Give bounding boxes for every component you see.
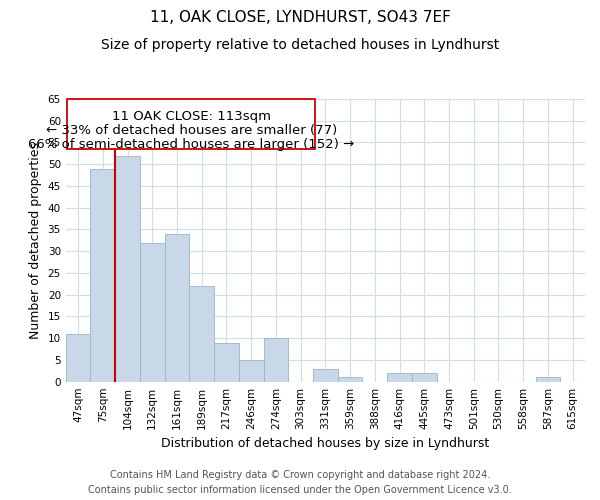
Bar [190,286,214,382]
Bar [412,373,437,382]
Text: 11 OAK CLOSE: 113sqm: 11 OAK CLOSE: 113sqm [112,110,271,123]
Bar [214,342,239,382]
Bar [263,338,288,382]
Bar [66,334,91,382]
Bar [91,168,115,382]
Bar [313,368,338,382]
Bar [115,156,140,382]
Bar [140,242,164,382]
Text: 11, OAK CLOSE, LYNDHURST, SO43 7EF: 11, OAK CLOSE, LYNDHURST, SO43 7EF [149,10,451,25]
Text: 66% of semi-detached houses are larger (152) →: 66% of semi-detached houses are larger (… [28,138,355,151]
Text: Size of property relative to detached houses in Lyndhurst: Size of property relative to detached ho… [101,38,499,52]
Y-axis label: Number of detached properties: Number of detached properties [29,142,42,339]
Bar [67,99,316,149]
Bar [338,378,362,382]
Bar [239,360,263,382]
Bar [164,234,190,382]
X-axis label: Distribution of detached houses by size in Lyndhurst: Distribution of detached houses by size … [161,437,490,450]
Bar [387,373,412,382]
Text: Contains HM Land Registry data © Crown copyright and database right 2024.
Contai: Contains HM Land Registry data © Crown c… [88,470,512,495]
Bar [536,378,560,382]
Text: ← 33% of detached houses are smaller (77): ← 33% of detached houses are smaller (77… [46,124,337,137]
